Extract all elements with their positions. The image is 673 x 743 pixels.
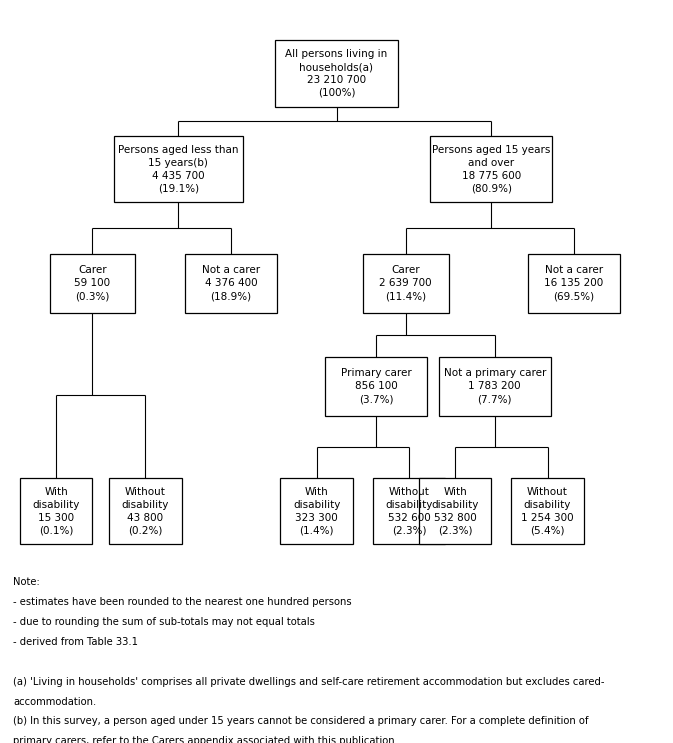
FancyBboxPatch shape (185, 254, 277, 313)
Text: - estimates have been rounded to the nearest one hundred persons: - estimates have been rounded to the nea… (13, 597, 352, 607)
FancyBboxPatch shape (439, 357, 551, 415)
FancyBboxPatch shape (528, 254, 620, 313)
Text: Persons aged 15 years
and over
18 775 600
(80.9%): Persons aged 15 years and over 18 775 60… (432, 145, 551, 193)
Text: Without
disability
532 600
(2.3%): Without disability 532 600 (2.3%) (386, 487, 433, 536)
FancyBboxPatch shape (50, 254, 135, 313)
FancyBboxPatch shape (373, 478, 446, 545)
Text: All persons living in
households(a)
23 210 700
(100%): All persons living in households(a) 23 2… (285, 49, 388, 98)
FancyBboxPatch shape (109, 478, 182, 545)
Text: With
disability
323 300
(1.4%): With disability 323 300 (1.4%) (293, 487, 341, 536)
Text: Not a carer
16 135 200
(69.5%): Not a carer 16 135 200 (69.5%) (544, 265, 604, 301)
Text: accommodation.: accommodation. (13, 697, 96, 707)
Text: Note:: Note: (13, 577, 40, 588)
FancyBboxPatch shape (275, 40, 398, 107)
Text: primary carers, refer to the Carers appendix associated with this publication.: primary carers, refer to the Carers appe… (13, 736, 398, 743)
FancyBboxPatch shape (431, 136, 553, 202)
Text: Without
disability
43 800
(0.2%): Without disability 43 800 (0.2%) (122, 487, 169, 536)
Text: With
disability
15 300
(0.1%): With disability 15 300 (0.1%) (32, 487, 80, 536)
FancyBboxPatch shape (325, 357, 427, 415)
Text: Carer
59 100
(0.3%): Carer 59 100 (0.3%) (75, 265, 110, 301)
Text: - due to rounding the sum of sub-totals may not equal totals: - due to rounding the sum of sub-totals … (13, 617, 315, 627)
Text: (a) 'Living in households' comprises all private dwellings and self-care retirem: (a) 'Living in households' comprises all… (13, 677, 605, 687)
Text: Not a primary carer
1 783 200
(7.7%): Not a primary carer 1 783 200 (7.7%) (444, 369, 546, 404)
Text: With
disability
532 800
(2.3%): With disability 532 800 (2.3%) (431, 487, 479, 536)
FancyBboxPatch shape (20, 478, 92, 545)
Text: (b) In this survey, a person aged under 15 years cannot be considered a primary : (b) In this survey, a person aged under … (13, 716, 589, 727)
FancyBboxPatch shape (511, 478, 583, 545)
Text: Carer
2 639 700
(11.4%): Carer 2 639 700 (11.4%) (380, 265, 432, 301)
FancyBboxPatch shape (281, 478, 353, 545)
FancyBboxPatch shape (419, 478, 491, 545)
FancyBboxPatch shape (114, 136, 242, 202)
Text: Without
disability
1 254 300
(5.4%): Without disability 1 254 300 (5.4%) (522, 487, 574, 536)
FancyBboxPatch shape (363, 254, 449, 313)
Text: Persons aged less than
15 years(b)
4 435 700
(19.1%): Persons aged less than 15 years(b) 4 435… (118, 145, 238, 193)
Text: - derived from Table 33.1: - derived from Table 33.1 (13, 637, 139, 647)
Text: Not a carer
4 376 400
(18.9%): Not a carer 4 376 400 (18.9%) (202, 265, 260, 301)
Text: Primary carer
856 100
(3.7%): Primary carer 856 100 (3.7%) (341, 369, 411, 404)
